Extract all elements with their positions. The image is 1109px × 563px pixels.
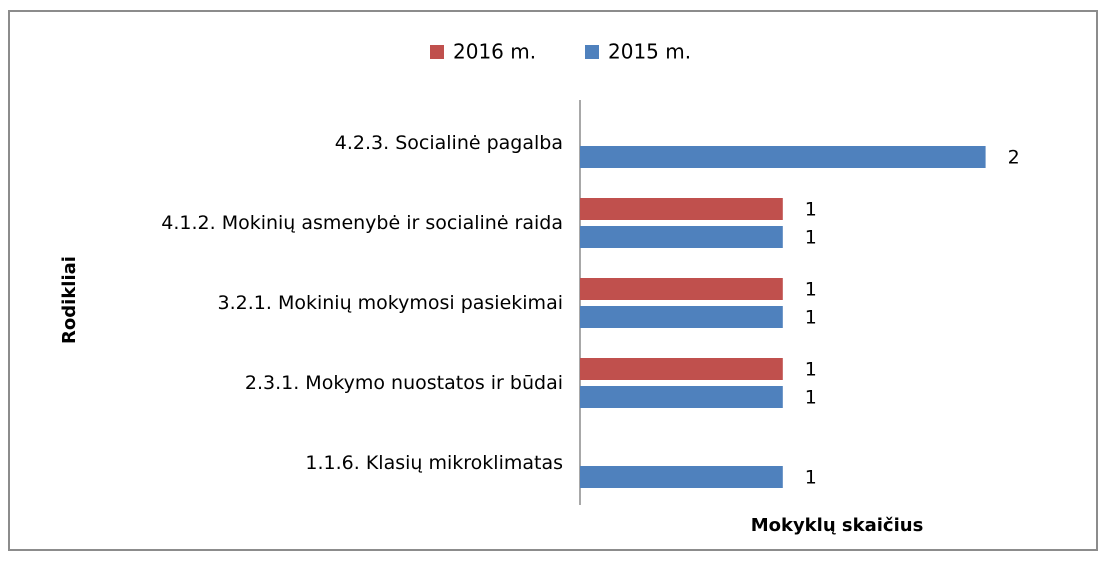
bar — [580, 278, 783, 300]
bar — [580, 226, 783, 248]
data-label: 1 — [805, 387, 817, 409]
data-label: 1 — [805, 307, 817, 329]
bar — [580, 306, 783, 328]
data-label: 1 — [805, 227, 817, 249]
y-tick-text: 3.2.1. Mokinių mokymosi pasiekimai — [217, 292, 563, 314]
bar — [580, 198, 783, 220]
y-tick-label: 2.3.1. Mokymo nuostatos ir būdai — [245, 368, 563, 398]
bar — [580, 358, 783, 380]
y-tick-label: 4.2.3. Socialinė pagalba — [335, 128, 563, 158]
bar — [580, 386, 783, 408]
legend-label: 2016 m. — [453, 40, 536, 64]
y-tick-text: 2.3.1. Mokymo nuostatos ir būdai — [244, 372, 563, 394]
data-label: 1 — [805, 199, 817, 221]
data-label: 1 — [805, 467, 817, 489]
y-tick-text: 1.1.6. Klasių mikroklimatas — [305, 452, 563, 474]
bar — [580, 146, 986, 168]
x-axis-title: Mokyklų skaičius — [751, 515, 924, 536]
y-tick-text: 4.2.3. Socialinė pagalba — [334, 132, 563, 154]
y-axis-title: Rodikliai — [59, 256, 80, 344]
chart-frame — [8, 10, 1098, 551]
y-tick-label: 4.1.2. Mokinių asmenybė ir socialinė rai… — [161, 208, 563, 238]
y-tick-label: 3.2.1. Mokinių mokymosi pasiekimai — [218, 288, 563, 318]
y-tick-label: 1.1.6. Klasių mikroklimatas — [305, 448, 563, 478]
legend-swatch — [430, 45, 444, 59]
bar — [580, 466, 783, 488]
data-label: 2 — [1008, 147, 1020, 169]
data-label: 1 — [805, 279, 817, 301]
legend-label: 2015 m. — [608, 40, 691, 64]
data-label: 1 — [805, 359, 817, 381]
legend-swatch — [585, 45, 599, 59]
y-tick-text: 4.1.2. Mokinių asmenybė ir socialinė rai… — [161, 212, 563, 234]
